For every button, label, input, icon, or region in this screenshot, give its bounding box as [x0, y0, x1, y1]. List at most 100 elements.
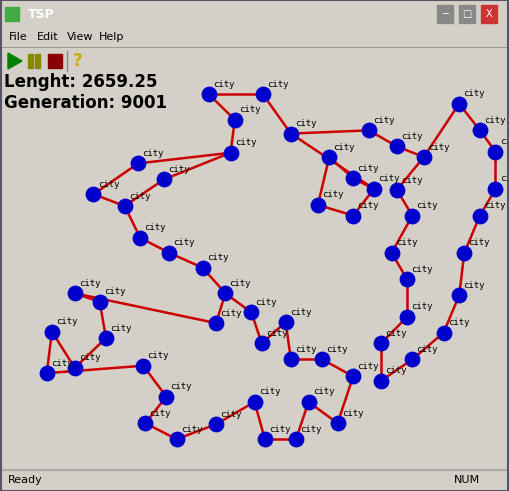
- Text: city: city: [79, 279, 100, 288]
- Text: city: city: [143, 149, 164, 158]
- Text: city: city: [357, 362, 379, 371]
- Point: [364, 127, 373, 135]
- Point: [304, 398, 313, 406]
- Point: [393, 142, 401, 150]
- Text: Help: Help: [99, 32, 125, 42]
- Text: city: city: [411, 265, 433, 274]
- Bar: [0, 469, 509, 470]
- Text: city: city: [463, 89, 485, 98]
- Text: city: city: [401, 176, 422, 185]
- Point: [377, 377, 385, 384]
- Point: [287, 130, 295, 137]
- Text: city: city: [357, 201, 379, 210]
- Text: city: city: [181, 425, 202, 434]
- Text: Generation: 9001: Generation: 9001: [4, 94, 167, 112]
- Bar: [437, 5, 453, 23]
- Text: city: city: [342, 409, 363, 418]
- Point: [102, 334, 110, 342]
- Text: city: city: [326, 345, 348, 354]
- Point: [212, 319, 220, 327]
- Bar: [48, 54, 62, 68]
- Point: [71, 289, 79, 297]
- Bar: [5, 7, 19, 21]
- Text: city: city: [150, 409, 171, 418]
- Text: Edit: Edit: [37, 32, 59, 42]
- Text: city: city: [428, 142, 449, 152]
- Point: [349, 174, 357, 182]
- Point: [491, 185, 499, 193]
- Text: city: city: [104, 287, 125, 297]
- Text: city: city: [145, 223, 166, 232]
- Text: city: city: [266, 329, 288, 338]
- Text: city: city: [484, 116, 505, 125]
- Point: [90, 191, 98, 198]
- Text: city: city: [448, 318, 469, 327]
- Point: [160, 175, 168, 183]
- Text: city: city: [313, 387, 334, 396]
- Point: [476, 127, 484, 135]
- Text: city: city: [300, 425, 322, 434]
- Point: [408, 355, 416, 363]
- Text: ─: ─: [442, 9, 448, 19]
- Point: [325, 153, 333, 161]
- Point: [387, 249, 395, 257]
- Text: city: city: [220, 309, 242, 318]
- Point: [250, 398, 259, 406]
- Text: Ready: Ready: [8, 475, 43, 485]
- Text: city: city: [290, 307, 312, 317]
- Text: city: city: [256, 298, 277, 307]
- Point: [314, 201, 322, 209]
- Text: city: city: [98, 180, 119, 189]
- Point: [48, 327, 56, 335]
- Bar: [459, 5, 475, 23]
- Text: city: city: [129, 191, 150, 200]
- Point: [71, 364, 79, 372]
- Text: city: city: [148, 351, 169, 360]
- Point: [121, 202, 129, 210]
- Text: city: city: [235, 138, 256, 147]
- Text: city: city: [416, 201, 438, 210]
- Point: [370, 185, 378, 193]
- Text: city: city: [385, 366, 407, 375]
- Point: [287, 355, 295, 363]
- Text: city: city: [396, 238, 417, 247]
- Point: [491, 148, 499, 156]
- Point: [281, 318, 290, 326]
- Text: city: city: [322, 191, 344, 199]
- Text: city: city: [56, 317, 77, 326]
- Text: TSP: TSP: [28, 7, 55, 21]
- Point: [377, 339, 385, 347]
- Point: [455, 292, 463, 300]
- Point: [212, 420, 220, 428]
- Point: [173, 435, 181, 443]
- Point: [420, 153, 428, 161]
- Text: city: city: [295, 119, 317, 128]
- Text: NUM: NUM: [454, 475, 480, 485]
- Point: [142, 419, 150, 427]
- Point: [318, 355, 326, 363]
- Text: city: city: [500, 137, 509, 146]
- Text: city: city: [220, 410, 242, 419]
- Point: [221, 289, 230, 297]
- Text: □: □: [462, 9, 472, 19]
- Bar: [35, 54, 40, 68]
- Point: [199, 264, 207, 272]
- Text: city: city: [484, 201, 505, 210]
- Text: city: city: [468, 238, 490, 247]
- Point: [162, 393, 171, 401]
- Point: [259, 90, 267, 98]
- Point: [205, 90, 213, 98]
- Text: city: city: [79, 354, 100, 362]
- Text: city: city: [174, 238, 195, 247]
- Point: [403, 313, 411, 321]
- Text: city: city: [168, 165, 190, 174]
- Point: [460, 249, 468, 257]
- Point: [333, 419, 342, 427]
- Point: [165, 249, 174, 257]
- Text: city: city: [373, 116, 394, 125]
- Point: [247, 308, 256, 316]
- Point: [134, 160, 142, 167]
- Point: [455, 100, 463, 108]
- Text: city: city: [411, 302, 433, 311]
- Text: city: city: [259, 387, 280, 396]
